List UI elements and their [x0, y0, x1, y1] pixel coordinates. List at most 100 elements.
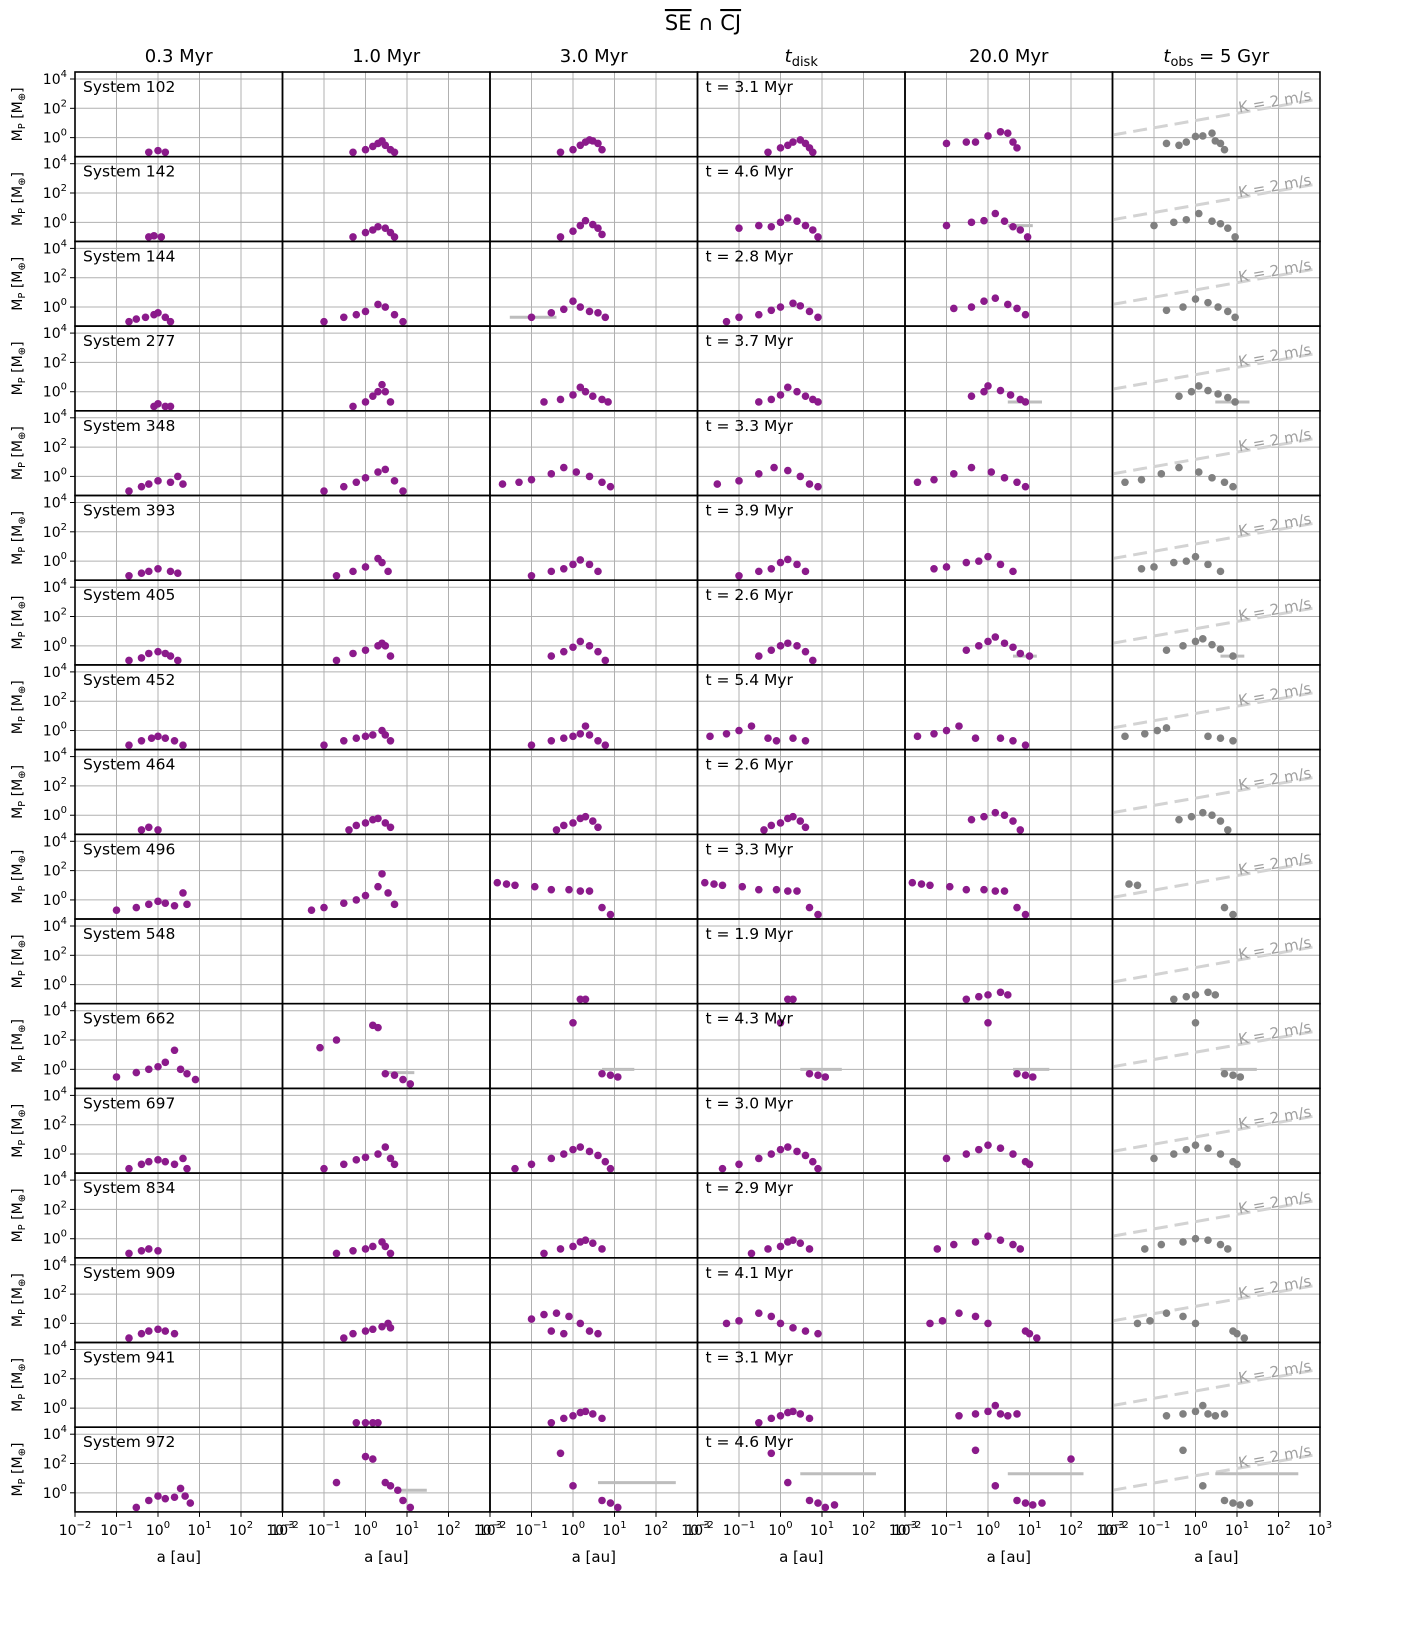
panel-frame	[489, 155, 699, 243]
system-label: System 941	[83, 1349, 175, 1367]
planet-point	[569, 819, 577, 827]
planet-point	[1220, 1069, 1229, 1078]
planet-point	[776, 1018, 785, 1027]
panel-frame	[489, 494, 699, 581]
planet-point	[598, 903, 606, 912]
planet-point	[755, 567, 763, 576]
planet-point	[569, 1018, 577, 1027]
planet-point	[352, 734, 361, 742]
panel-frame	[281, 579, 491, 666]
planet-point	[814, 910, 822, 919]
planet-point	[547, 1327, 556, 1335]
planet-point	[767, 1150, 776, 1158]
planet-point	[974, 642, 983, 650]
planet-point	[772, 736, 781, 745]
panel-r9-c0: System 496 100 102 104 MP [M⊕]	[10, 831, 284, 920]
panel-plot-area	[75, 664, 283, 750]
planet-point	[332, 656, 341, 665]
planet-point	[361, 307, 370, 316]
panel-r2-c2	[489, 240, 699, 327]
planet-point	[1016, 226, 1025, 234]
panel-plot-area	[75, 156, 283, 242]
planet-point	[805, 1496, 814, 1505]
panel-r0-c3: t = 3.1 Myr	[696, 71, 906, 158]
planet-point	[1162, 1309, 1171, 1317]
planet-point	[1009, 222, 1017, 231]
rv-limit-label: K = 2 m/s	[1237, 510, 1313, 540]
panel-r8-c1	[281, 748, 491, 836]
panel-r15-c3: t = 3.1 Myr	[696, 1341, 906, 1428]
x-tick-label: 10−2	[1096, 1520, 1129, 1539]
panel-frame	[904, 748, 1114, 836]
planet-point	[125, 1334, 133, 1342]
panel-plot-area	[905, 664, 1113, 750]
panel-plot-area	[905, 495, 1113, 581]
panel-plot-area	[697, 156, 905, 242]
planet-point	[784, 639, 792, 648]
planet-point	[735, 477, 743, 485]
planet-point	[161, 1058, 170, 1067]
planet-point	[601, 656, 610, 665]
y-tick-label: 102	[43, 776, 67, 795]
planet-point	[581, 812, 590, 821]
y-tick-label: 100	[43, 1398, 67, 1417]
planet-point	[576, 729, 585, 738]
planet-point	[962, 558, 971, 567]
planet-point	[1191, 1018, 1200, 1027]
planet-point	[776, 1411, 785, 1420]
planet-point	[374, 814, 382, 823]
tdisk-label: t = 3.3 Myr	[706, 840, 794, 858]
panel-plot-area	[905, 919, 1113, 1004]
panel-plot-area	[490, 410, 698, 496]
planet-point	[1009, 736, 1017, 745]
y-tick-label: 100	[43, 466, 67, 485]
planet-point	[718, 881, 727, 890]
planet-point	[1000, 639, 1009, 648]
planet-point	[776, 1319, 785, 1328]
x-tick-label: 103	[270, 1520, 294, 1539]
planet-point	[955, 722, 963, 730]
panel-r2-c1	[281, 240, 491, 327]
planet-point	[1170, 218, 1178, 227]
y-tick-label: 100	[43, 382, 67, 401]
planet-point	[991, 1401, 1000, 1410]
planet-point	[601, 1157, 610, 1166]
panel-r10-c4	[904, 918, 1114, 1005]
y-tick-label: 104	[43, 1170, 67, 1189]
panel-plot-area	[282, 1173, 490, 1258]
panel-r8-c3: t = 2.6 Myr	[696, 748, 906, 836]
planet-point	[814, 313, 822, 322]
panel-r10-c1	[281, 918, 491, 1005]
panel-plot-area	[75, 1257, 283, 1343]
planet-point	[1170, 1150, 1178, 1158]
planet-point	[390, 900, 399, 909]
x-axis-label: a [au]	[364, 1548, 408, 1566]
planet-point	[540, 398, 548, 406]
panel-r7-c5: K = 2 m/s	[1111, 664, 1321, 751]
panel-r1-c0: System 142 100 102 104 MP [M⊕]	[10, 154, 284, 243]
planet-point	[594, 823, 602, 832]
planet-point	[987, 468, 996, 476]
panel-plot-area	[282, 1427, 490, 1512]
planet-point	[150, 232, 158, 240]
y-tick-label: 102	[43, 607, 67, 626]
planet-point	[722, 1319, 731, 1328]
panel-plot-area	[905, 156, 1113, 242]
panel-plot-area	[282, 1257, 490, 1343]
system-label: System 972	[83, 1433, 175, 1451]
planet-point	[613, 1073, 622, 1081]
planet-point	[1000, 217, 1009, 225]
planet-point	[776, 144, 785, 152]
panel-plot-area	[1112, 664, 1320, 750]
panel-r13-c3: t = 2.9 Myr	[696, 1172, 906, 1259]
planet-point	[950, 304, 958, 313]
panel-plot-area	[905, 1088, 1113, 1174]
planet-point	[547, 567, 556, 576]
panel-r14-c1	[281, 1257, 491, 1344]
figure-title: SE ∩ CJ	[665, 11, 741, 35]
x-axis-label: a [au]	[1194, 1548, 1238, 1566]
planet-point	[755, 310, 763, 319]
x-tick-label: 102	[1266, 1520, 1290, 1539]
planet-point	[125, 1249, 133, 1258]
panel-r11-c1	[281, 1002, 491, 1090]
